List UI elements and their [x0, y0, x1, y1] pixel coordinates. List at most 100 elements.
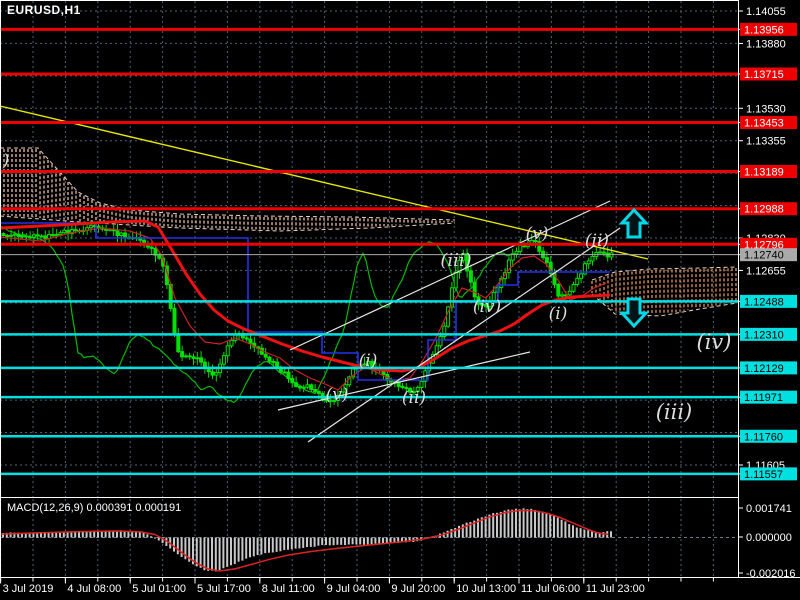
candle-body	[480, 303, 485, 306]
candle-body	[453, 271, 458, 289]
price-level-label-box	[740, 390, 797, 404]
time-axis-label: 10 Jul 13:00	[456, 583, 516, 595]
candle-body	[43, 235, 48, 239]
candle-body	[297, 385, 302, 389]
candle-body	[518, 244, 523, 252]
candle-body	[506, 259, 511, 274]
price-axis-label: 1.13355	[746, 136, 786, 148]
price-level-label-box	[740, 67, 797, 81]
macd-axis-label: 0.001741	[746, 503, 792, 515]
candle-body	[187, 355, 192, 358]
candle-body	[579, 273, 584, 279]
candle-body	[191, 356, 196, 359]
candle-body	[123, 232, 128, 239]
candle-body	[12, 233, 17, 236]
candle-body	[328, 399, 333, 402]
price-level-label-box	[740, 294, 797, 308]
candle-body	[586, 260, 591, 265]
price-level-label-box	[740, 429, 797, 443]
candle-body	[119, 232, 124, 237]
candle-body	[282, 371, 287, 374]
candle-body	[582, 263, 587, 275]
candle-body	[419, 380, 424, 388]
price-level-label: 1.11557	[744, 469, 783, 481]
candle-body	[590, 255, 595, 262]
candle-body	[598, 251, 603, 254]
candle-body	[172, 307, 177, 335]
candle-body	[415, 386, 420, 393]
candle-body	[301, 386, 306, 389]
candle-body	[457, 259, 462, 273]
candle-body	[149, 246, 154, 249]
price-level-label: 1.11760	[744, 431, 783, 443]
wave-count-label: (iv)	[473, 297, 501, 317]
time-axis-label: 9 Jul 04:00	[327, 583, 381, 595]
candle-body	[221, 355, 226, 365]
candle-body	[9, 234, 14, 237]
candle-body	[24, 235, 29, 238]
time-axis-label: 8 Jul 11:00	[262, 583, 315, 595]
candle-body	[244, 337, 249, 340]
candle-body	[88, 225, 93, 229]
price-level-label-box	[740, 361, 797, 375]
price-level-label-box	[740, 22, 797, 36]
candle-body	[69, 229, 74, 235]
candle-body	[544, 257, 549, 263]
price-axis-label: 1.12655	[746, 265, 786, 277]
wave-count-label: (v)	[526, 224, 549, 244]
candle-body	[58, 232, 63, 235]
candle-body	[275, 361, 280, 368]
candle-body	[434, 345, 439, 355]
price-level-label-box	[740, 116, 797, 130]
candle-body	[62, 229, 67, 234]
candle-body	[195, 357, 200, 360]
trend-line	[289, 200, 611, 351]
candle-body	[472, 281, 477, 298]
price-level-label: 1.13453	[744, 118, 784, 130]
price-level-label: 1.11971	[744, 392, 783, 404]
wave-count-label: (i)	[549, 304, 568, 324]
candle-body	[411, 391, 416, 394]
ichimoku-tenkan-line	[0, 227, 607, 391]
macd-axis-label: 0.000000	[746, 532, 792, 544]
time-axis-label: 9 Jul 20:00	[391, 583, 445, 595]
candle-body	[20, 235, 25, 238]
candle-body	[16, 233, 21, 238]
price-level-label-box	[740, 248, 797, 262]
wave-count-label: (ii)	[585, 231, 609, 251]
candle-body	[31, 234, 36, 238]
candle-body	[324, 399, 329, 402]
candle-body	[267, 356, 272, 362]
candle-body	[468, 270, 473, 283]
price-level-label-box	[740, 327, 797, 341]
candle-body	[571, 283, 576, 292]
moving-average-line	[0, 219, 611, 373]
candle-body	[183, 355, 188, 358]
ichimoku-kijun-line	[0, 222, 610, 381]
price-level-label: 1.12310	[744, 329, 784, 341]
candle-body	[332, 399, 337, 402]
candle-body	[560, 294, 565, 297]
candle-body	[115, 230, 120, 237]
price-level-label: 1.13189	[744, 166, 784, 178]
candle-body	[465, 253, 470, 272]
candle-body	[343, 384, 348, 393]
trend-line	[277, 351, 531, 411]
candle-body	[484, 303, 489, 308]
candle-body	[225, 345, 230, 357]
ichimoku-senkou-b	[0, 215, 456, 232]
ichimoku-senkou-b	[591, 293, 738, 317]
macd-indicator-label: MACD(12,26,9) 0.000391 0.000191	[7, 502, 182, 514]
candle-body	[176, 333, 181, 353]
candle-body	[499, 278, 504, 288]
wave-count-label: (iii)	[656, 400, 693, 424]
candle-body	[366, 360, 371, 365]
ichimoku-senkou-a	[591, 266, 738, 281]
candle-body	[180, 351, 185, 358]
price-axis-label: 1.13530	[746, 103, 786, 115]
price-level-label: 1.12129	[744, 363, 784, 375]
candle-body	[305, 384, 310, 388]
price-axis-label: 1.13880	[746, 38, 786, 50]
